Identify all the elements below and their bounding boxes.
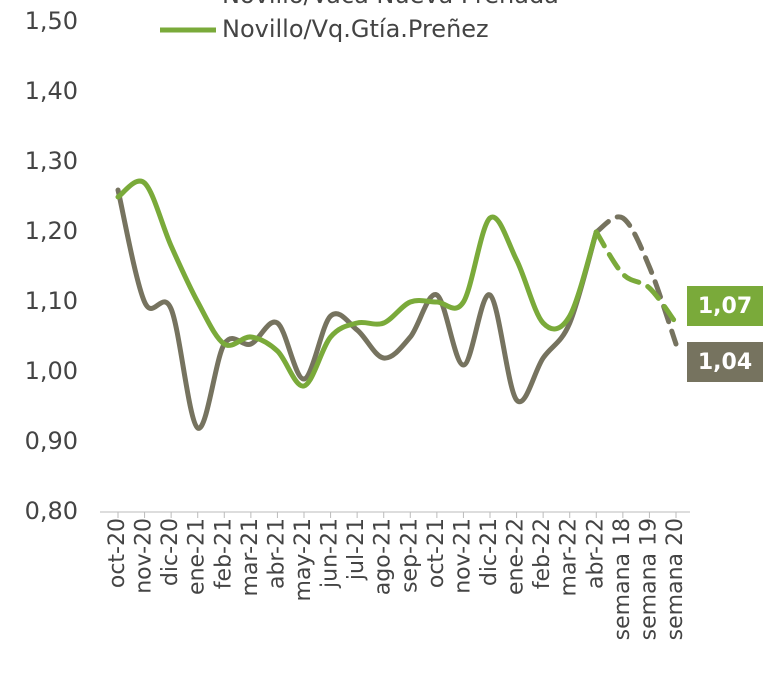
x-tick-label: ago-21 — [371, 518, 396, 595]
value-label-box — [687, 342, 763, 382]
y-tick-label: 0,80 — [25, 497, 78, 525]
x-tick-label: abr-21 — [264, 518, 289, 589]
y-tick-label: 1,40 — [25, 77, 78, 105]
x-tick-label: mar-22 — [557, 518, 582, 596]
value-label: 1,04 — [698, 350, 752, 375]
x-tick-label: oct-21 — [424, 518, 449, 588]
x-tick-label: oct-20 — [105, 518, 130, 588]
x-tick-label: may-21 — [291, 518, 316, 601]
x-tick-label: ene-21 — [185, 518, 210, 595]
y-tick-label: 1,10 — [25, 287, 78, 315]
x-tick-label: feb-22 — [530, 518, 555, 589]
value-label: 1,07 — [698, 294, 752, 319]
x-tick-label: feb-21 — [211, 518, 236, 589]
x-tick-label: dic-20 — [158, 518, 183, 586]
series-line — [115, 187, 599, 431]
x-tick-label: ene-22 — [504, 518, 529, 595]
y-tick-label: 1,50 — [25, 7, 78, 35]
x-tick-label: abr-22 — [583, 518, 608, 589]
x-tick-label: jun-21 — [318, 518, 343, 589]
x-tick-label: sep-21 — [397, 518, 422, 593]
series-line — [115, 178, 599, 389]
y-tick-label: 1,20 — [25, 217, 78, 245]
value-label-box — [687, 286, 763, 326]
y-tick-label: 0,90 — [25, 427, 78, 455]
x-tick-label: nov-20 — [132, 518, 157, 594]
y-tick-label: 1,00 — [25, 357, 78, 385]
x-tick-label: dic-21 — [477, 518, 502, 586]
legend-label: Novillo/Vq.Gtía.Preñez — [222, 15, 489, 43]
x-tick-label: semana 20 — [663, 518, 688, 640]
x-tick-label: nov-21 — [450, 518, 475, 594]
x-tick-label: semana 18 — [610, 518, 635, 640]
legend-label: Novillo/Vaca Nueva Preñada — [222, 0, 559, 9]
x-tick-label: jul-21 — [344, 518, 369, 581]
projection-line — [593, 229, 679, 326]
x-tick-label: semana 19 — [636, 518, 661, 640]
x-tick-label: mar-21 — [238, 518, 263, 596]
y-tick-label: 1,30 — [25, 147, 78, 175]
projection-line — [593, 214, 679, 347]
